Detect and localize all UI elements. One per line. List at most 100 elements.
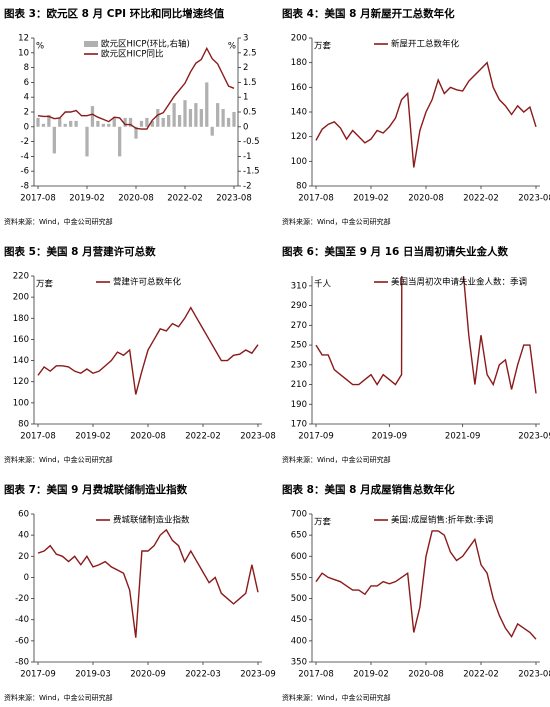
y-tick-label: 10 [18,48,29,58]
x-tick-label: 2023-08 [240,432,276,442]
y-tick-label: 550 [291,573,307,583]
y-tick-label: 650 [291,531,307,541]
x-tick-label: 2022-02 [463,194,499,204]
plot-area [315,61,537,168]
bar [112,117,116,127]
y-tick-label: 140 [291,108,307,118]
x-tick-label: 2019-02 [353,194,389,204]
y-unit: 万套 [314,41,332,52]
y-unit: % [36,42,44,52]
y-tick-label: 450 [291,615,307,625]
x-tick-label: 2019-02 [353,670,389,680]
bar [221,109,225,127]
bar [36,117,40,127]
y-tick-label: 140 [13,356,29,366]
x-tick-label: 2023-09 [518,432,550,442]
bar [69,120,73,127]
x-tick-label: 2022-02 [185,432,221,442]
y-tick-label: 250 [291,341,307,351]
x-tick-label: 2017-08 [298,194,334,204]
legend-label: 费城联储制造业指数 [113,515,190,526]
y-tick-label: 80 [18,420,29,430]
bar [101,123,105,127]
bar [205,82,209,127]
line-series [37,306,259,395]
y-unit: 万套 [36,279,54,290]
x-tick-label: 2020-08 [408,194,444,204]
x-tick-label: 2017-08 [298,670,334,680]
x-tick-label: 2023-08 [518,194,550,204]
x-tick-label: 2020-08 [408,670,444,680]
y-tick-label: 600 [291,552,307,562]
bar [41,123,46,127]
x-tick-label: 2017-08 [20,194,56,204]
x-tick-label: 2023-08 [518,670,550,680]
line-series [37,528,259,638]
legend-label: 欧元区HICP(环比,右轴) [101,39,190,50]
source-note: 资料来源：Wind，中金公司研究部 [282,217,391,226]
x-tick-label: 2019-09 [372,432,408,442]
x-tick-label: 2019-03 [75,670,111,680]
bar [47,114,51,127]
y2-tick-label: 2.5 [243,48,257,58]
chart-panel: 图表 3：欧元区 8 月 CPI 环比和同比增速终值资料来源：Wind，中金公司… [4,7,260,226]
bar [90,106,95,127]
y-tick-label: 180 [291,58,307,68]
y-unit: 万套 [314,517,332,528]
y2-tick-label: -0.5 [243,137,260,147]
y-tick-label: -20 [15,594,29,604]
bar [156,109,160,127]
legend-label: 美国当周初次申请失业金人数：季调 [391,277,527,288]
bar [216,103,220,127]
x-tick-label: 2020-09 [130,670,166,680]
y2-tick-label: -1 [243,152,251,162]
y2-tick-label: 3 [243,34,248,44]
source-note: 资料来源：Wind，中金公司研究部 [4,455,113,464]
y-tick-label: 160 [13,335,29,345]
bar [226,117,231,127]
y-tick-label: 200 [291,34,307,44]
bar [188,109,193,127]
y-tick-label: 700 [291,510,307,520]
line-series [37,46,235,130]
x-tick-label: 2017-09 [20,670,56,680]
y-tick-label: 210 [291,380,307,390]
x-tick-label: 2022-02 [463,670,499,680]
chart-panel: 图表 6：美国至 9 月 16 日当周初请失业金人数资料来源：Wind，中金公司… [282,245,550,464]
y-tick-label: 6 [24,78,29,88]
y-tick-label: -80 [15,658,29,668]
y-tick-label: 180 [13,314,29,324]
bar [210,126,214,136]
bar [145,117,149,127]
y-tick-label: 220 [13,272,29,282]
x-tick-label: 2017-08 [20,432,56,442]
legend-label: 营建许可总数年化 [113,277,182,288]
y-tick-label: 170 [291,420,307,430]
source-note: 资料来源：Wind，中金公司研究部 [4,693,113,702]
y-tick-label: -8 [21,182,29,192]
source-note: 资料来源：Wind，中金公司研究部 [282,455,391,464]
plot-area [37,306,259,395]
bar [139,120,144,127]
x-tick-label: 2023-09 [240,670,276,680]
bar [52,126,56,154]
y2-tick-label: -2 [243,182,251,192]
plot-area [36,46,236,157]
bar [118,126,122,157]
y-tick-label: 120 [13,377,29,387]
legend-label: 欧元区HICP同比 [101,49,163,60]
x-tick-label: 2022-03 [185,670,221,680]
x-tick-label: 2019-02 [75,432,111,442]
y-tick-label: 200 [13,293,29,303]
plot-area [37,528,259,638]
chart-title: 图表 3：欧元区 8 月 CPI 环比和同比增速终值 [4,7,225,20]
chart-title: 图表 7：美国 9 月费城联储制造业指数 [4,483,188,496]
bar [199,109,203,127]
y-tick-label: -60 [15,636,29,646]
bar [63,123,67,127]
bar [161,117,165,127]
